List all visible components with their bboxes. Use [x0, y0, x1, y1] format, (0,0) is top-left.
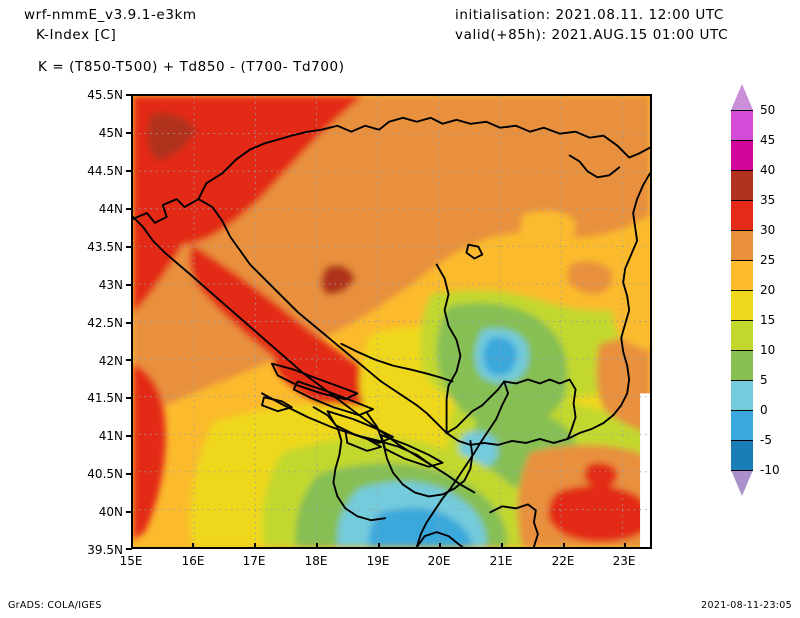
- map-field-svg: [133, 96, 650, 547]
- ytick-mark: [126, 548, 132, 550]
- colorbar-tick: [731, 260, 753, 261]
- ytick-mark: [126, 473, 132, 475]
- colorbar-tick: [731, 410, 753, 411]
- colorbar-tick: [731, 230, 753, 231]
- ytick-label-41N: 41N: [98, 429, 123, 443]
- xtick-label-17E: 17E: [242, 554, 266, 568]
- formula-label: K = (T850-T500) + Td850 - (T700- Td700): [38, 59, 345, 75]
- ytick-mark: [126, 511, 132, 513]
- colorbar-tick: [731, 440, 753, 441]
- colorbar-tick: [731, 470, 753, 471]
- ytick-label-39.5N: 39.5N: [87, 543, 123, 557]
- xtick-mark: [254, 543, 256, 549]
- ytick-label-42N: 42N: [98, 354, 123, 368]
- colorbar-tick: [731, 320, 753, 321]
- colorbar-label-0: 0: [760, 403, 768, 417]
- xtick-label-16E: 16E: [181, 554, 205, 568]
- graticule: [133, 96, 650, 547]
- ytick-mark: [126, 246, 132, 248]
- colorbar-band-30-35: [731, 200, 753, 230]
- colorbar-label-40: 40: [760, 163, 776, 177]
- ytick-label-45N: 45N: [98, 126, 123, 140]
- map-plot-area: [131, 94, 652, 549]
- xtick-label-15E: 15E: [119, 554, 143, 568]
- xtick-mark: [563, 543, 565, 549]
- colorbar-label-5: 5: [760, 373, 768, 387]
- xtick-mark: [439, 543, 441, 549]
- colorbar-label-neg10: -10: [760, 463, 780, 477]
- xtick-label-22E: 22E: [551, 554, 575, 568]
- ytick-label-43N: 43N: [98, 278, 123, 292]
- footer-credit: GrADS: COLA/IGES: [8, 600, 102, 611]
- xtick-mark: [378, 543, 380, 549]
- xtick-mark: [192, 543, 194, 549]
- ytick-mark: [126, 208, 132, 210]
- colorbar-band-35-40: [731, 170, 753, 200]
- colorbar-tick: [731, 110, 753, 111]
- ytick-mark: [126, 94, 132, 96]
- xtick-mark: [316, 543, 318, 549]
- colorbar-band-5-10: [731, 350, 753, 380]
- colorbar-band-25-30: [731, 230, 753, 260]
- variable-name-label: K-Index [C]: [36, 27, 117, 43]
- ytick-label-43.5N: 43.5N: [87, 240, 123, 254]
- colorbar-label-10: 10: [760, 343, 776, 357]
- scalar-field-layer: [133, 96, 650, 547]
- colorbar-label-35: 35: [760, 193, 776, 207]
- footer-timestamp: 2021-08-11-23:05: [701, 600, 792, 611]
- colorbar-tick: [731, 380, 753, 381]
- colorbar-band-45-50: [731, 110, 753, 140]
- ytick-label-40.5N: 40.5N: [87, 467, 123, 481]
- xtick-mark: [624, 543, 626, 549]
- xtick-mark: [131, 543, 133, 549]
- ytick-mark: [126, 132, 132, 134]
- colorbar-tick: [731, 140, 753, 141]
- colorbar-label-45: 45: [760, 133, 776, 147]
- model-name-label: wrf-nmmE_v3.9.1-e3km: [24, 7, 197, 23]
- coastline-and-borders: [133, 116, 650, 547]
- colorbar-label-neg5: -5: [760, 433, 772, 447]
- ytick-mark: [126, 170, 132, 172]
- ytick-label-44.5N: 44.5N: [87, 164, 123, 178]
- colorbar-band-10-15: [731, 320, 753, 350]
- colorbar-band-neg10-neg5: [731, 440, 753, 470]
- colorbar-label-20: 20: [760, 283, 776, 297]
- colorbar-tick: [731, 290, 753, 291]
- xtick-label-18E: 18E: [304, 554, 328, 568]
- ytick-mark: [126, 284, 132, 286]
- colorbar-under-arrow: [731, 470, 753, 496]
- colorbar-label-50: 50: [760, 103, 776, 117]
- ytick-label-42.5N: 42.5N: [87, 316, 123, 330]
- xtick-label-23E: 23E: [612, 554, 636, 568]
- colorbar-band-20-25: [731, 260, 753, 290]
- colorbar-band-15-20: [731, 290, 753, 320]
- initialisation-label: initialisation: 2021.08.11. 12:00 UTC: [455, 7, 724, 23]
- colorbar-label-30: 30: [760, 223, 776, 237]
- ytick-label-45.5N: 45.5N: [87, 88, 123, 102]
- colorbar-tick: [731, 170, 753, 171]
- ytick-mark: [126, 359, 132, 361]
- ytick-label-40N: 40N: [98, 505, 123, 519]
- valid-time-label: valid(+85h): 2021.AUG.15 01:00 UTC: [455, 27, 729, 43]
- xtick-label-19E: 19E: [366, 554, 390, 568]
- xtick-label-21E: 21E: [489, 554, 513, 568]
- ytick-label-41.5N: 41.5N: [87, 391, 123, 405]
- xtick-label-20E: 20E: [427, 554, 451, 568]
- ytick-mark: [126, 322, 132, 324]
- colorbar: 50 45 40 35 30 25 20 15 10 5 0 -5 -10: [731, 84, 789, 500]
- colorbar-label-25: 25: [760, 253, 776, 267]
- colorbar-band-40-45: [731, 140, 753, 170]
- colorbar-band-neg5-0: [731, 410, 753, 440]
- ytick-label-44N: 44N: [98, 202, 123, 216]
- xtick-mark: [501, 543, 503, 549]
- ytick-mark: [126, 435, 132, 437]
- colorbar-tick: [731, 200, 753, 201]
- colorbar-label-15: 15: [760, 313, 776, 327]
- colorbar-over-arrow: [731, 84, 753, 110]
- colorbar-band-0-5: [731, 380, 753, 410]
- colorbar-tick: [731, 350, 753, 351]
- ytick-mark: [126, 397, 132, 399]
